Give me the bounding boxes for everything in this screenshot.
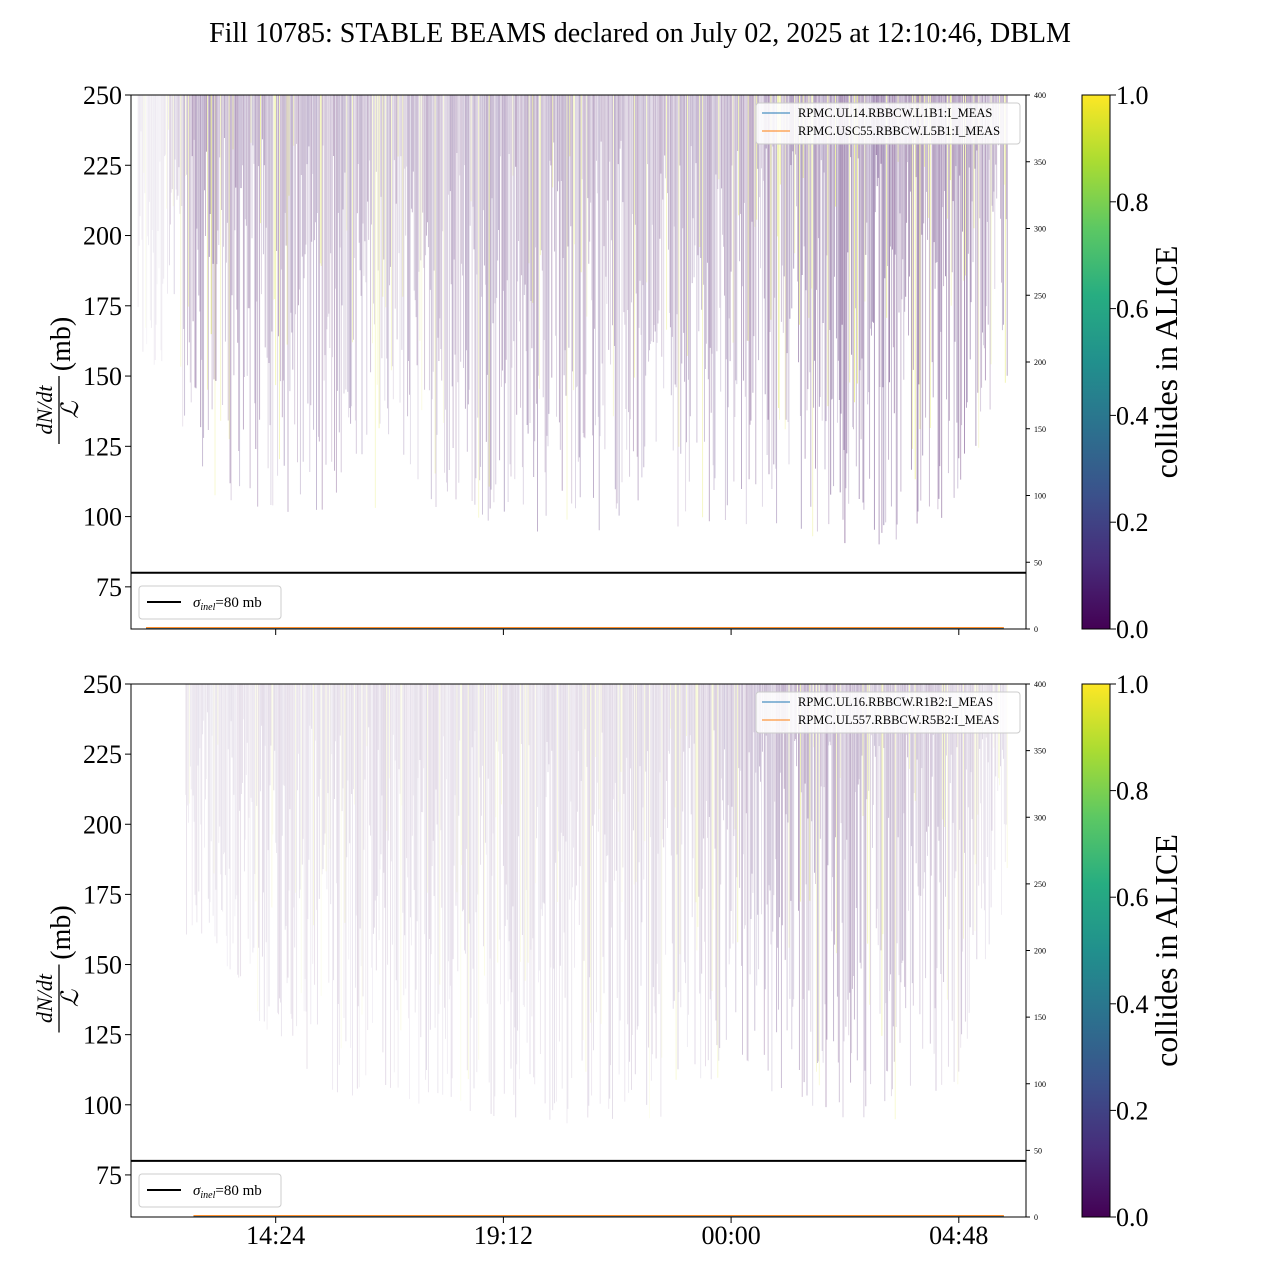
x-tick-label: 19:12 xyxy=(474,1221,533,1250)
y2-tick-label: 300 xyxy=(1034,225,1046,234)
colorbar-tick-label: 0.8 xyxy=(1116,777,1149,806)
y-label-denominator: ℒ xyxy=(58,401,84,419)
y-label-numerator: dN/dt xyxy=(32,973,57,1023)
x-tick-label: 04:48 xyxy=(929,1221,988,1250)
y2-tick-label: 100 xyxy=(1034,492,1046,501)
colorbar: 0.0 0.2 0.4 0.6 0.8 1.0 collides in ALICE xyxy=(1081,81,1184,644)
y-tick-label: 75 xyxy=(96,573,122,602)
y-tick-label: 175 xyxy=(83,292,122,321)
colorbar-tick-label: 1.0 xyxy=(1116,81,1149,110)
y2-tick-label: 400 xyxy=(1034,680,1046,689)
colorbar-tick-label: 0.4 xyxy=(1116,990,1149,1019)
series-legend-box xyxy=(755,691,1021,734)
y2-tick-label: 300 xyxy=(1034,813,1046,822)
y-tick-label: 250 xyxy=(83,670,122,699)
y-tick-label: 125 xyxy=(83,432,122,461)
y-tick-label: 75 xyxy=(96,1161,122,1190)
y2-tick-label: 150 xyxy=(1034,1013,1046,1022)
y-tick-label: 200 xyxy=(83,222,122,251)
y2-tick-label: 50 xyxy=(1034,1146,1042,1155)
x-tick-label: 00:00 xyxy=(701,1221,760,1250)
panel-bottom: 75 100 125 150 175 200 225 250 0 50 100 150 200 250 30… xyxy=(32,670,1184,1250)
y-tick-label: 225 xyxy=(83,740,122,769)
colorbar-gradient xyxy=(1081,94,1111,630)
y-tick-label: 150 xyxy=(83,362,122,391)
reference-legend-box xyxy=(138,585,282,620)
colorbar-tick-label: 0.6 xyxy=(1116,883,1149,912)
chart-title: Fill 10785: STABLE BEAMS declared on Jul… xyxy=(209,18,1071,49)
y-label-unit: (mb) xyxy=(46,905,77,959)
colorbar-tick-label: 0.0 xyxy=(1116,1203,1149,1232)
y-tick-label: 125 xyxy=(83,1021,122,1050)
y2-tick-label: 200 xyxy=(1034,947,1046,956)
colorbar-tick-label: 0.6 xyxy=(1116,295,1149,324)
y-label-unit: (mb) xyxy=(46,317,77,371)
colorbar-tick-label: 0.2 xyxy=(1116,508,1149,537)
bunch-lines xyxy=(185,684,1008,1124)
series-legend: RPMC.UL16.RBBCW.R1B2:I_MEAS RPMC.UL557.RB… xyxy=(755,691,1021,734)
y-tick-label: 225 xyxy=(83,151,122,180)
y-tick-label: 175 xyxy=(83,880,122,909)
y2-tick-label: 250 xyxy=(1034,291,1046,300)
y2-tick-label: 50 xyxy=(1034,558,1042,567)
reference-legend: σinel=80 mb xyxy=(138,1173,282,1208)
legend-entry: RPMC.UL14.RBBCW.L1B1:I_MEAS xyxy=(798,106,992,120)
series-legend: RPMC.UL14.RBBCW.L1B1:I_MEAS RPMC.USC55.RB… xyxy=(755,102,1021,145)
y2-tick-label: 0 xyxy=(1034,625,1038,634)
y2-tick-label: 150 xyxy=(1034,425,1046,434)
colorbar-tick-label: 0.8 xyxy=(1116,188,1149,217)
reference-legend-label: σinel=80 mb xyxy=(193,1183,262,1201)
y2-tick-label: 250 xyxy=(1034,880,1046,889)
legend-entry: RPMC.UL16.RBBCW.R1B2:I_MEAS xyxy=(798,695,993,709)
y2-tick-label: 350 xyxy=(1034,747,1046,756)
y-axis-label: dN/dt ℒ (mb) xyxy=(32,317,84,444)
legend-entry: RPMC.UL557.RBBCW.R5B2:I_MEAS xyxy=(798,713,999,727)
panel-top: 75 100 125 150 175 200 225 250 0 50 100 150 200 250 30… xyxy=(32,81,1184,644)
y-label-numerator: dN/dt xyxy=(32,385,57,435)
series-legend-box xyxy=(755,102,1021,145)
colorbar-gradient xyxy=(1081,683,1111,1218)
y2-tick-label: 200 xyxy=(1034,358,1046,367)
colorbar-tick-label: 1.0 xyxy=(1116,670,1149,699)
colorbar-tick-label: 0.0 xyxy=(1116,615,1149,644)
colorbar-tick-label: 0.2 xyxy=(1116,1096,1149,1125)
colorbar-tick-label: 0.4 xyxy=(1116,401,1149,430)
y-tick-label: 200 xyxy=(83,810,122,839)
y-tick-label: 150 xyxy=(83,951,122,980)
y-tick-label: 250 xyxy=(83,81,122,110)
y2-tick-label: 350 xyxy=(1034,158,1046,167)
y2-tick-label: 400 xyxy=(1034,91,1046,100)
y-axis-label: dN/dt ℒ (mb) xyxy=(32,905,84,1033)
colorbar-label: collides in ALICE xyxy=(1148,246,1184,479)
reference-legend-box xyxy=(138,1173,282,1208)
legend-entry: RPMC.USC55.RBBCW.L5B1:I_MEAS xyxy=(798,124,1000,138)
x-tick-label: 14:24 xyxy=(246,1221,305,1250)
y2-tick-label: 100 xyxy=(1034,1080,1046,1089)
reference-legend: σinel=80 mb xyxy=(138,585,282,620)
y-tick-label: 100 xyxy=(83,1091,122,1120)
colorbar: 0.0 0.2 0.4 0.6 0.8 1.0 collides in ALICE xyxy=(1081,670,1184,1232)
y2-tick-label: 0 xyxy=(1034,1213,1038,1222)
reference-legend-label: σinel=80 mb xyxy=(193,595,262,613)
y-label-denominator: ℒ xyxy=(58,989,84,1007)
colorbar-label: collides in ALICE xyxy=(1148,834,1184,1067)
y-tick-label: 100 xyxy=(83,503,122,532)
bunch-lines xyxy=(137,95,1008,545)
